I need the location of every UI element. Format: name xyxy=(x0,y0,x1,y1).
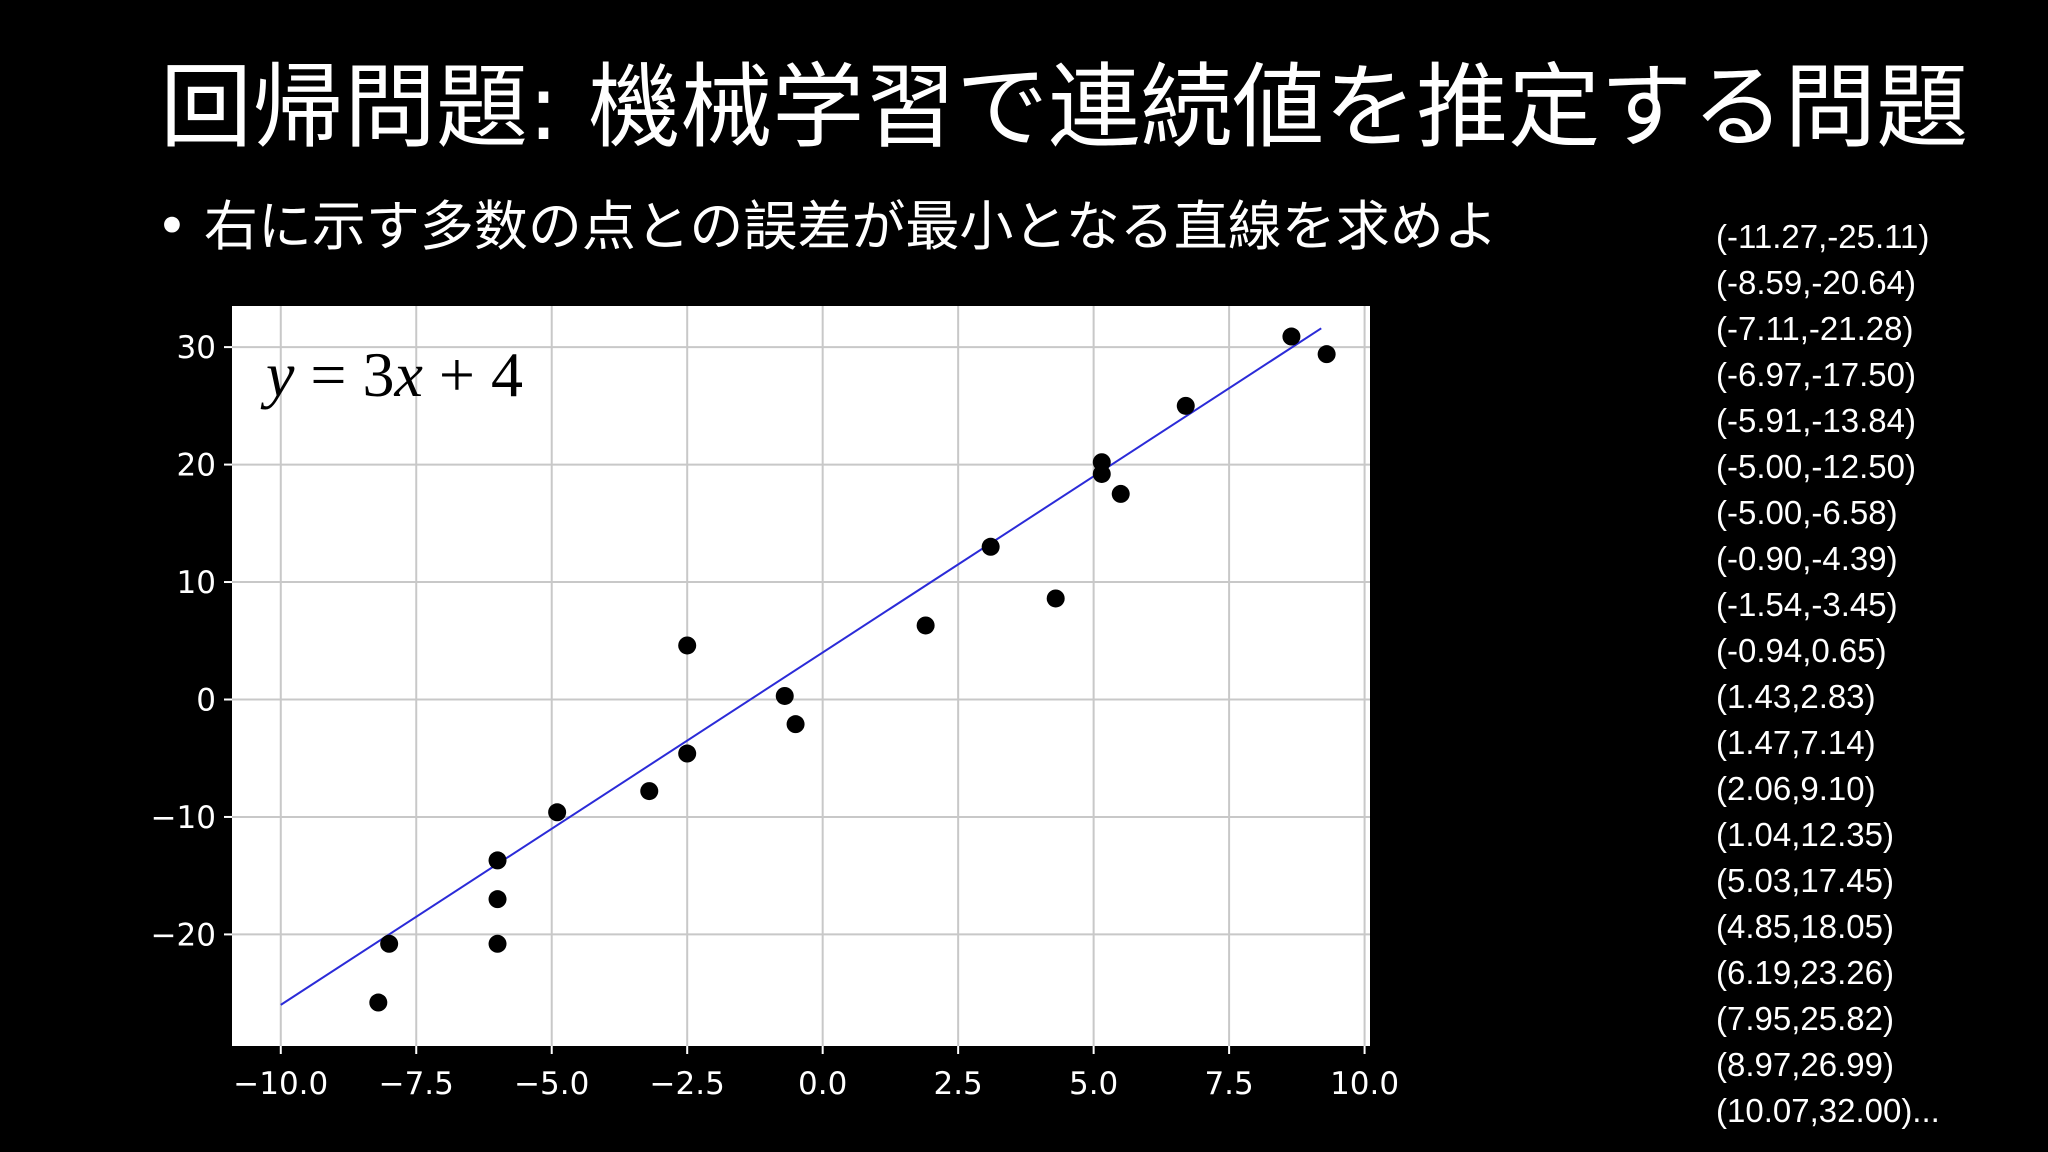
bullet-text: • 右に示す多数の点との誤差が最小となる直線を求めよ xyxy=(156,192,1498,262)
plot-area xyxy=(232,306,1370,1046)
y-tick-label: −20 xyxy=(151,917,216,953)
y-tick-label: −10 xyxy=(151,800,216,836)
data-point xyxy=(775,686,794,705)
chart-svg: −10.0 −7.5 −5.0 −2.5 0.0 2.5 5.0 7.5 10.0 −20 −10… xyxy=(151,306,1399,1102)
x-tick-label: −5.0 xyxy=(514,1066,589,1102)
point-list-item: (5.03,17.45) xyxy=(1716,862,1894,899)
x-tick-label: 7.5 xyxy=(1204,1066,1253,1102)
data-point xyxy=(981,537,1000,556)
data-point xyxy=(548,803,567,822)
x-tick-label: 5.0 xyxy=(1069,1066,1118,1102)
bullet-marker: • xyxy=(156,195,188,258)
point-list-item: (2.06,9.10) xyxy=(1716,770,1876,807)
fit-line xyxy=(280,327,1322,1006)
equation-label: y = 3x + 4 xyxy=(260,339,523,410)
point-list-item: (4.85,18.05) xyxy=(1716,908,1894,945)
data-point xyxy=(786,715,805,734)
data-point xyxy=(916,616,935,635)
x-axis-ticks: −10.0 −7.5 −5.0 −2.5 0.0 2.5 5.0 7.5 10.0 xyxy=(233,1046,1399,1102)
slide-title: 回帰問題: 機械学習で連続値を推定する問題 xyxy=(160,54,1969,161)
point-list-item: (-11.27,-25.11) xyxy=(1716,218,1930,255)
x-tick-label: 0.0 xyxy=(798,1066,847,1102)
equation-x: x xyxy=(394,339,423,410)
x-tick-label: −7.5 xyxy=(379,1066,454,1102)
y-axis-ticks: −20 −10 0 10 20 30 xyxy=(151,330,232,953)
point-list-item: (10.07,32.00)... xyxy=(1716,1092,1940,1129)
x-tick-label: 2.5 xyxy=(933,1066,982,1102)
y-tick-label: 20 xyxy=(177,448,216,484)
point-list: (-11.27,-25.11) (-8.59,-20.64) (-7.11,-2… xyxy=(1716,214,1940,1134)
data-point xyxy=(678,744,697,763)
data-point xyxy=(369,993,388,1012)
y-tick-label: 0 xyxy=(196,682,216,718)
data-point xyxy=(488,851,507,870)
data-point xyxy=(678,636,697,655)
y-tick-label: 30 xyxy=(177,330,216,366)
point-list-item: (-5.00,-6.58) xyxy=(1716,494,1898,531)
point-list-item: (-1.54,-3.45) xyxy=(1716,586,1898,623)
point-list-item: (-8.59,-20.64) xyxy=(1716,264,1916,301)
point-list-item: (1.47,7.14) xyxy=(1716,724,1876,761)
point-list-item: (1.04,12.35) xyxy=(1716,816,1894,853)
point-list-item: (6.19,23.26) xyxy=(1716,954,1894,991)
data-point xyxy=(640,782,659,801)
data-point xyxy=(1176,396,1195,415)
point-list-item: (-6.97,-17.50) xyxy=(1716,356,1916,393)
data-point xyxy=(1111,484,1130,503)
equation-eq: = 3 xyxy=(294,339,394,410)
point-list-item: (8.97,26.99) xyxy=(1716,1046,1894,1083)
data-point xyxy=(1317,345,1336,364)
x-tick-label: 10.0 xyxy=(1330,1066,1399,1102)
data-point xyxy=(1046,589,1065,608)
data-points xyxy=(369,327,1336,1012)
data-point xyxy=(488,890,507,909)
data-point xyxy=(1282,327,1301,346)
grid-lines xyxy=(232,306,1370,1046)
x-tick-label: −2.5 xyxy=(650,1066,725,1102)
y-tick-label: 10 xyxy=(177,565,216,601)
equation-rest: + 4 xyxy=(423,339,523,410)
x-tick-label: −10.0 xyxy=(233,1066,328,1102)
data-point xyxy=(380,934,399,953)
data-point xyxy=(488,934,507,953)
point-list-item: (-5.00,-12.50) xyxy=(1716,448,1916,485)
equation-y: y xyxy=(260,339,295,410)
bullet-label: 右に示す多数の点との誤差が最小となる直線を求めよ xyxy=(203,195,1498,258)
point-list-item: (-7.11,-21.28) xyxy=(1716,310,1914,347)
point-list-item: (7.95,25.82) xyxy=(1716,1000,1894,1037)
point-list-item: (-0.90,-4.39) xyxy=(1716,540,1898,577)
point-list-item: (1.43,2.83) xyxy=(1716,678,1876,715)
point-list-item: (-0.94,0.65) xyxy=(1716,632,1887,669)
data-point xyxy=(1092,464,1111,483)
scatter-chart: −10.0 −7.5 −5.0 −2.5 0.0 2.5 5.0 7.5 10.0 −20 −10… xyxy=(120,290,1420,1150)
point-list-item: (-5.91,-13.84) xyxy=(1716,402,1916,439)
